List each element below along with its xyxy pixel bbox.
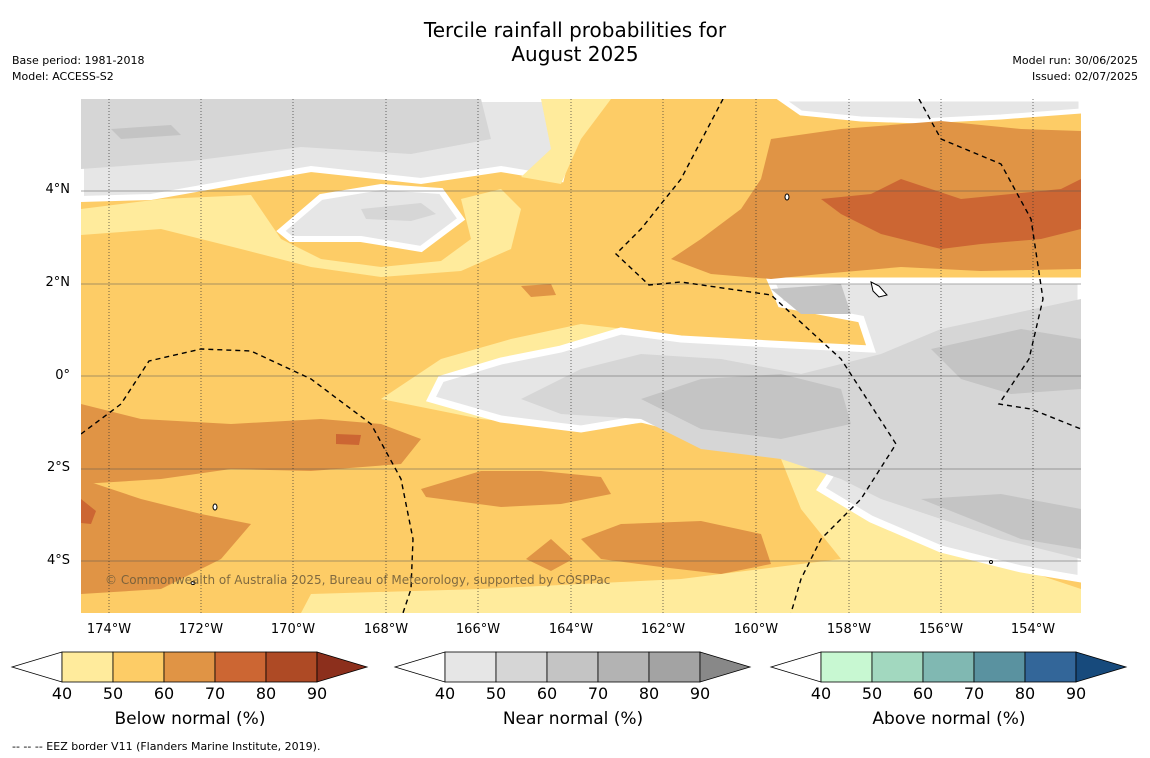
lat-tick-4s: 4°S — [46, 553, 70, 568]
cb-below-tick-40: 40 — [51, 684, 73, 703]
colorbar-segment — [265, 651, 318, 683]
colorbar-segment — [597, 651, 650, 683]
cb-below-tick-60: 60 — [153, 684, 175, 703]
map-near-normal-nw-70 — [111, 125, 181, 139]
lat-tick-0: 0° — [55, 368, 70, 383]
map-near-normal-ne — [776, 99, 1081, 124]
cb-near-tick-60: 60 — [536, 684, 558, 703]
lat-tick-4n: 4°N — [45, 182, 71, 197]
meta-right: Model run: 30/06/2025 Issued: 02/07/2025 — [1012, 53, 1138, 85]
lat-tick-2s: 2°S — [46, 460, 70, 475]
cb-below-tick-80: 80 — [255, 684, 277, 703]
colorbar-above-label: Above normal (%) — [872, 709, 1026, 729]
cb-below-tick-90: 90 — [306, 684, 328, 703]
colorbar-segment — [61, 651, 114, 683]
map-below-40-fringe-north — [81, 189, 521, 277]
cb-above-tick-50: 50 — [861, 684, 883, 703]
colorbar-extend-high — [1075, 651, 1128, 683]
cb-above-tick-40: 40 — [810, 684, 832, 703]
lon-tick-154w: 154°W — [1010, 622, 1056, 637]
colorbar-segment — [214, 651, 267, 683]
map-below-60-south-c — [526, 539, 573, 571]
lon-tick-162w: 162°W — [640, 622, 686, 637]
cb-above-tick-80: 80 — [1014, 684, 1036, 703]
cb-below-tick-50: 50 — [102, 684, 124, 703]
cb-near-tick-50: 50 — [485, 684, 507, 703]
title-line-2: August 2025 — [511, 42, 639, 66]
map-below-60-south-a — [421, 471, 611, 507]
lon-tick-158w: 158°W — [826, 622, 872, 637]
cb-above-tick-90: 90 — [1065, 684, 1087, 703]
colorbar-segment — [648, 651, 701, 683]
lon-tick-164w: 164°W — [548, 622, 594, 637]
lon-tick-168w: 168°W — [363, 622, 409, 637]
lon-tick-170w: 170°W — [270, 622, 316, 637]
eez-footnote: -- -- -- EEZ border V11 (Flanders Marine… — [12, 740, 321, 753]
map-below-70-w — [336, 434, 361, 445]
colorbars — [10, 651, 1128, 683]
latitude-lines — [81, 190, 1081, 562]
map-below-60-southwest — [81, 479, 251, 594]
lon-tick-166w: 166°W — [455, 622, 501, 637]
cb-near-tick-40: 40 — [434, 684, 456, 703]
map-near-normal-east-70c — [921, 494, 1081, 549]
copyright-notice: © Commonwealth of Australia 2025, Bureau… — [105, 573, 611, 587]
lon-tick-172w: 172°W — [178, 622, 224, 637]
islands — [190, 193, 993, 585]
map-near-normal-east-70d — [771, 284, 851, 314]
title-line-1: Tercile rainfall probabilities for — [423, 18, 727, 42]
cb-below-tick-70: 70 — [204, 684, 226, 703]
colorbar-segment — [444, 651, 497, 683]
colorbar-extend-high — [316, 651, 369, 683]
probability-map — [81, 99, 1081, 613]
colorbar-segment — [922, 651, 975, 683]
colorbar-near-label: Near normal (%) — [502, 709, 644, 729]
colorbar-below-normal — [10, 651, 369, 683]
cb-near-tick-70: 70 — [587, 684, 609, 703]
base-period: Base period: 1981-2018 — [12, 54, 145, 67]
map-below-70-ne — [821, 179, 1081, 249]
colorbar-extend-low — [10, 651, 63, 683]
map-below-60-north-patch — [521, 284, 556, 297]
map-below-40-ne-fringe — [521, 99, 611, 184]
cb-above-tick-60: 60 — [912, 684, 934, 703]
colorbar-segment — [820, 651, 873, 683]
model-name: Model: ACCESS-S2 — [12, 70, 114, 83]
colorbar-below-label: Below normal (%) — [114, 709, 266, 729]
map-near-normal-east-70a — [641, 374, 851, 439]
colorbar-segment — [871, 651, 924, 683]
eez-borders — [81, 99, 1081, 613]
lon-tick-160w: 160°W — [733, 622, 779, 637]
map-near-normal-nw-60 — [81, 99, 491, 169]
colorbar-near-normal — [393, 651, 752, 683]
chart-title: Tercile rainfall probabilities for Augus… — [0, 18, 1150, 66]
lon-tick-156w: 156°W — [918, 622, 964, 637]
colorbar-above-normal — [769, 651, 1128, 683]
cb-above-tick-70: 70 — [963, 684, 985, 703]
colorbar-extend-high — [699, 651, 752, 683]
lon-tick-174w: 174°W — [86, 622, 132, 637]
model-run: Model run: 30/06/2025 — [1012, 54, 1138, 67]
map-near-normal-pocket-60 — [361, 203, 436, 221]
colorbar-extend-low — [393, 651, 446, 683]
colorbar-segment — [546, 651, 599, 683]
meta-left: Base period: 1981-2018 Model: ACCESS-S2 — [12, 53, 144, 85]
issued-date: Issued: 02/07/2025 — [1031, 70, 1138, 83]
map-below-70-sw — [81, 499, 96, 524]
colorbar-segment — [112, 651, 165, 683]
colorbar-segment — [163, 651, 216, 683]
cb-near-tick-90: 90 — [689, 684, 711, 703]
map-below-40-fringe-south — [301, 459, 1081, 613]
cb-near-tick-80: 80 — [638, 684, 660, 703]
colorbar-segment — [973, 651, 1026, 683]
colorbar-extend-low — [769, 651, 822, 683]
colorbar-segment — [495, 651, 548, 683]
map-below-60-west — [81, 404, 421, 484]
lat-tick-2n: 2°N — [45, 275, 71, 290]
map-near-normal-east-70b — [931, 329, 1081, 394]
colorbar-segment — [1024, 651, 1077, 683]
